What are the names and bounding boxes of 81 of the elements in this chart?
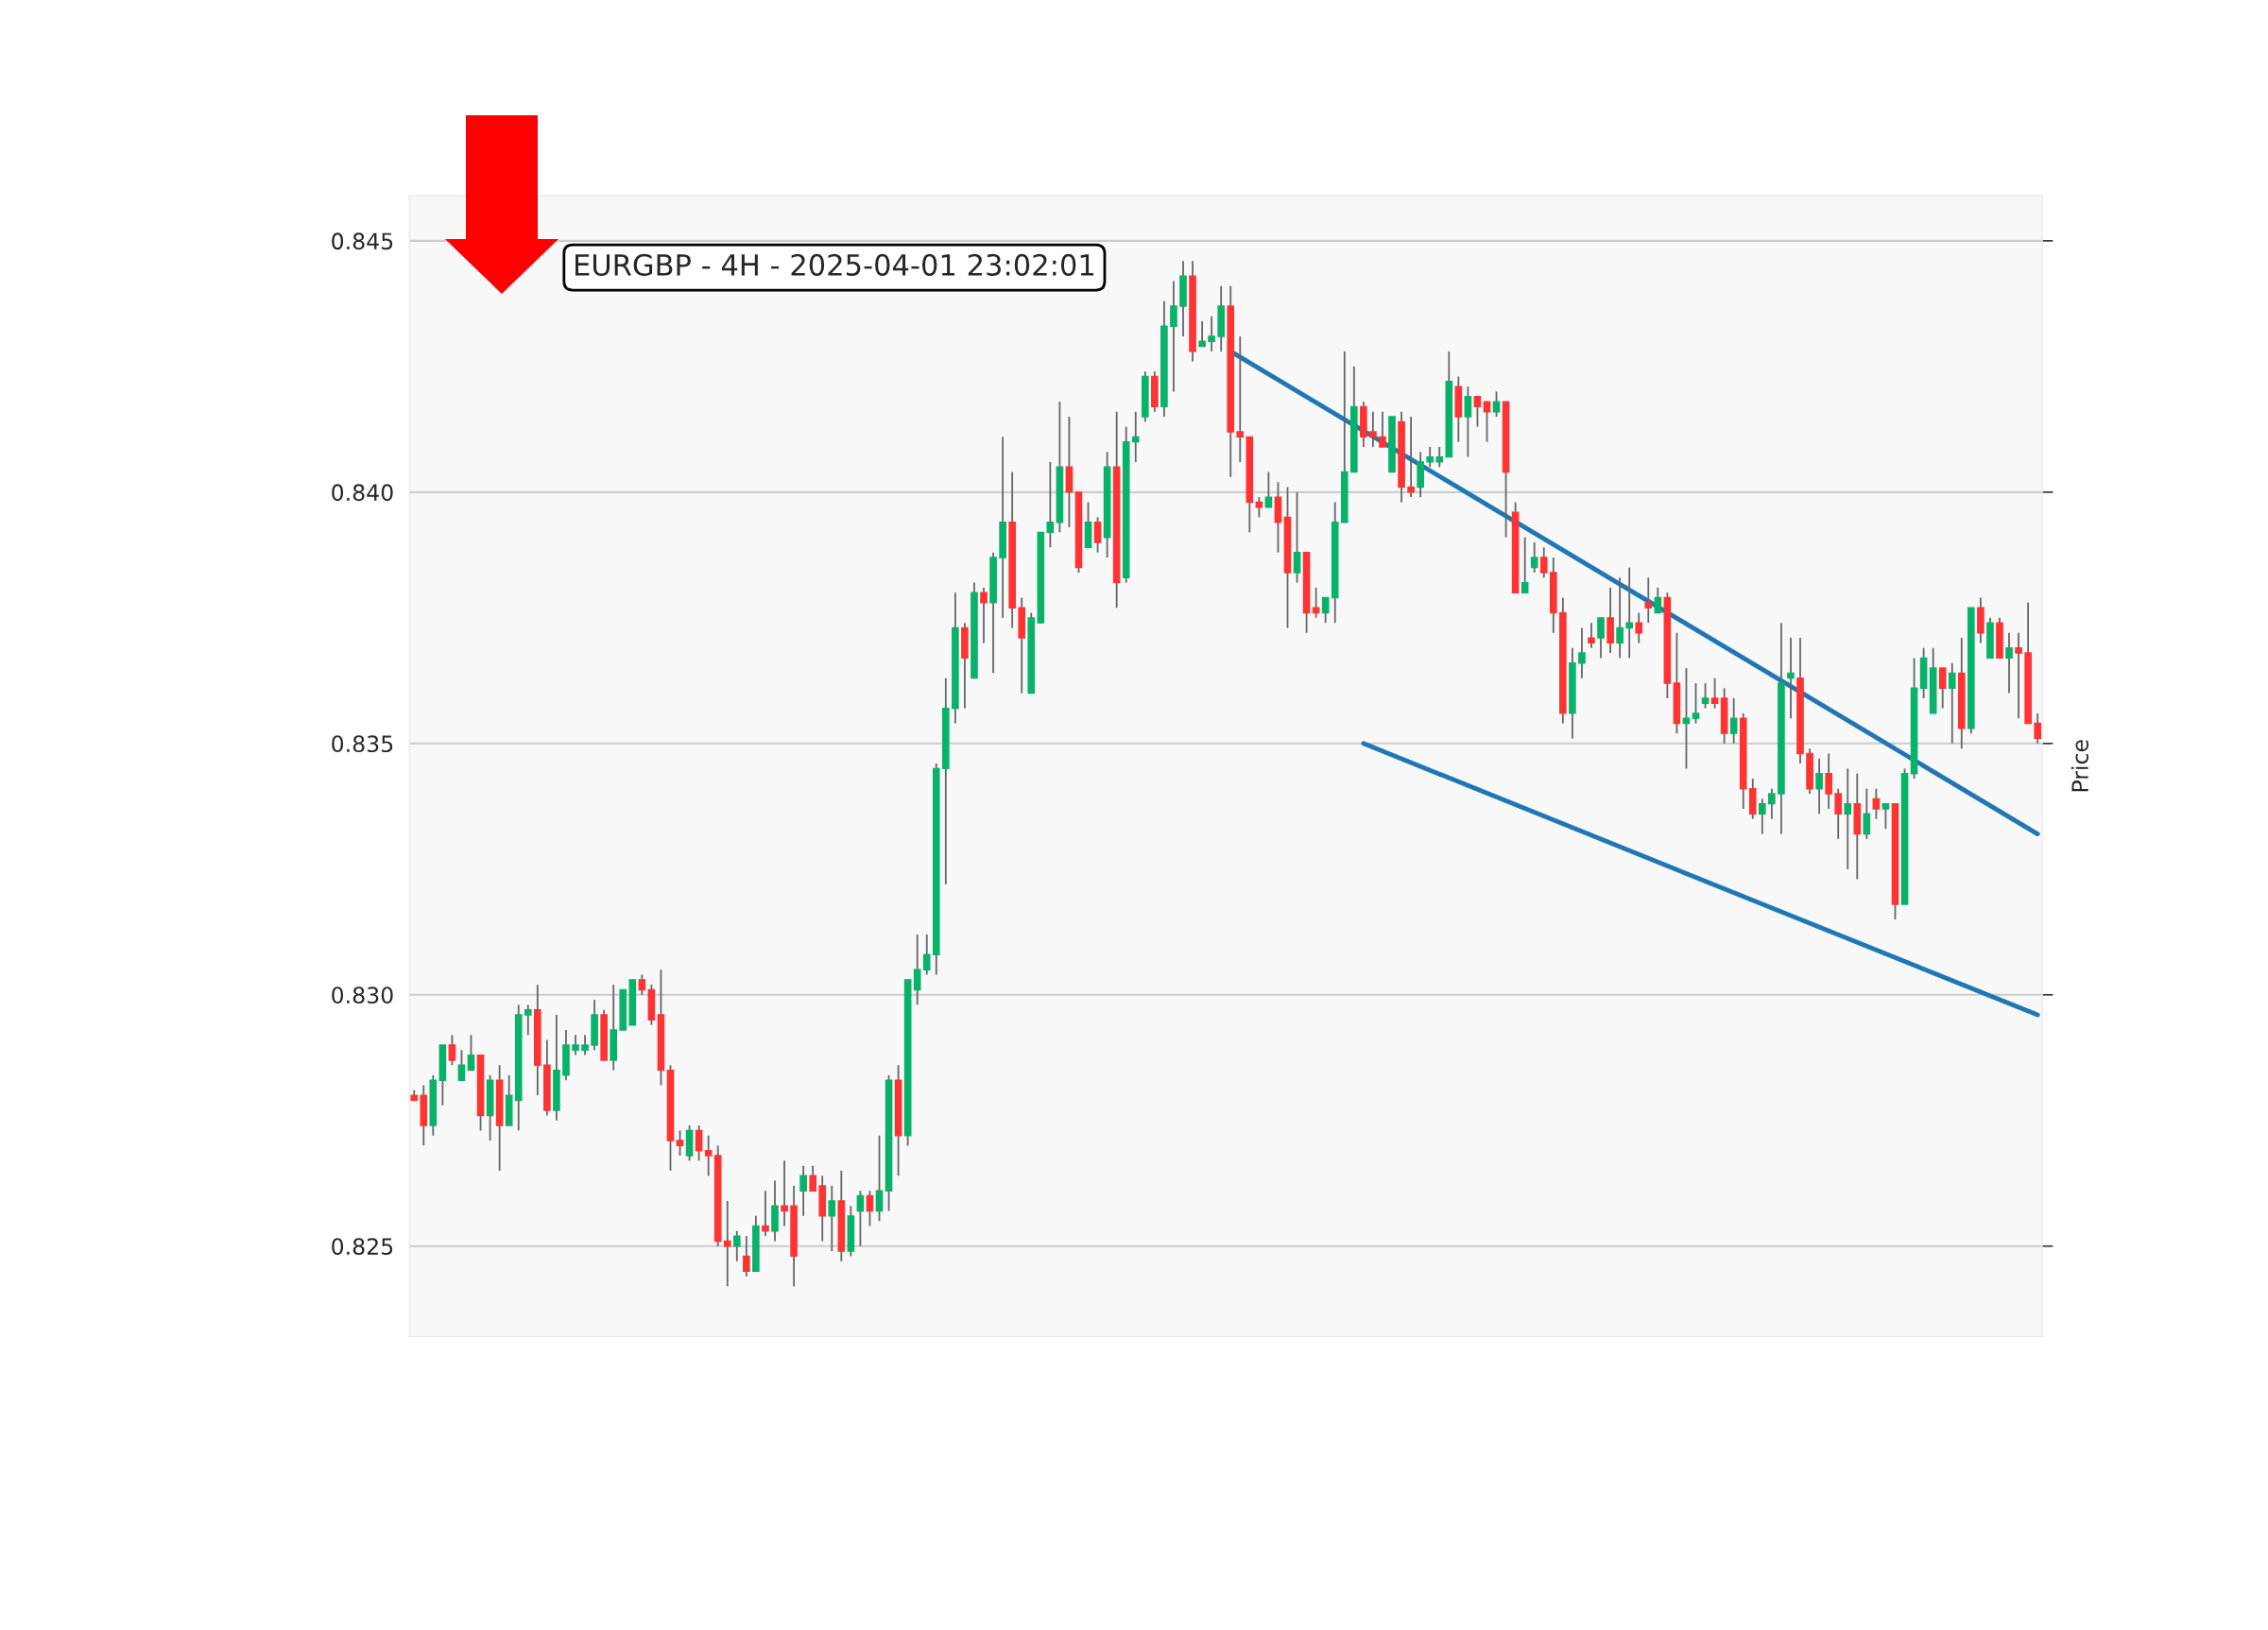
y-tick-label: 0.830 xyxy=(332,987,393,1004)
candlestick xyxy=(1521,536,1529,594)
candlestick xyxy=(1872,787,1881,820)
candlestick xyxy=(572,1034,579,1056)
candlestick xyxy=(457,1049,466,1082)
candlestick xyxy=(799,1164,807,1217)
candlestick xyxy=(866,1190,874,1227)
candlestick xyxy=(1948,661,1956,745)
candlestick xyxy=(1863,787,1871,840)
y-axis-title: Price xyxy=(2070,740,2089,792)
text: EURGBP - 4H - 2025-04-01 23:02:01 xyxy=(576,253,1093,276)
candlestick xyxy=(913,934,921,1006)
candlestick xyxy=(980,587,988,644)
candlestick xyxy=(1644,576,1653,625)
candlestick xyxy=(1312,587,1320,619)
candlestick xyxy=(676,1129,684,1157)
candlestick xyxy=(922,934,931,976)
candlestick xyxy=(1625,566,1633,660)
candlestick xyxy=(2005,631,2013,695)
candlestick xyxy=(723,1199,731,1288)
candlestick xyxy=(1787,637,1795,720)
candlestick xyxy=(638,973,646,996)
candlestick xyxy=(809,1164,816,1192)
y-tick-label: 0.840 xyxy=(332,484,393,502)
candlestick xyxy=(2034,712,2041,745)
candlestick xyxy=(1759,798,1766,835)
candlestick xyxy=(1578,626,1586,679)
candlestick xyxy=(1464,386,1472,458)
candlestick xyxy=(1264,471,1273,508)
candlestick xyxy=(2015,631,2022,720)
candlestick xyxy=(1597,616,1605,660)
candlestick xyxy=(1407,416,1415,499)
candlestick xyxy=(1198,320,1206,348)
y-tick-label: 0.825 xyxy=(332,1238,393,1256)
candlestick xyxy=(828,1185,836,1252)
candlestick xyxy=(1588,622,1595,649)
candlestick xyxy=(1635,611,1643,644)
candlestick xyxy=(1815,757,1823,815)
candlestick xyxy=(743,1235,750,1278)
candlestick xyxy=(1483,401,1491,443)
candlestick xyxy=(1654,587,1662,614)
candlestick xyxy=(581,1034,589,1056)
candlestick xyxy=(781,1159,788,1227)
candlestick xyxy=(1768,787,1776,820)
candlestick xyxy=(1492,390,1501,418)
candlestick xyxy=(1208,315,1215,352)
candlestick xyxy=(1710,677,1719,710)
candlestick xyxy=(1881,802,1890,831)
candlestick xyxy=(1379,410,1386,448)
candlestick xyxy=(1692,682,1700,725)
candlestick xyxy=(1369,410,1377,448)
y-tick-label: 0.835 xyxy=(332,735,393,753)
candlestick xyxy=(1825,752,1832,810)
candlestick xyxy=(1844,767,1852,870)
candlestick xyxy=(1236,335,1245,463)
candlestick xyxy=(1539,546,1548,579)
candlestick xyxy=(1473,395,1482,428)
y-tick-label: 0.845 xyxy=(332,232,393,250)
candlestick xyxy=(875,1134,884,1223)
candlestick xyxy=(1046,461,1055,549)
candlestick xyxy=(1131,410,1140,463)
candlestick xyxy=(732,1229,741,1262)
candlestick xyxy=(762,1190,769,1238)
candlestick xyxy=(704,1134,713,1177)
candlestick xyxy=(695,1124,703,1162)
candlestick xyxy=(1426,446,1435,469)
candlestick xyxy=(448,1034,456,1067)
candlestick xyxy=(1938,667,1947,710)
candlestick xyxy=(1170,280,1177,393)
candlestick xyxy=(1093,516,1102,554)
candlestick xyxy=(1729,697,1738,745)
candlestick xyxy=(1530,541,1538,574)
candlestick xyxy=(524,1004,532,1037)
candlestick xyxy=(1435,446,1444,469)
candlestick xyxy=(856,1190,865,1247)
candlestick xyxy=(1321,596,1330,625)
candlestick xyxy=(1293,490,1301,584)
candlestick xyxy=(1701,682,1710,710)
candlestick xyxy=(1834,787,1843,840)
candlestick xyxy=(1616,576,1624,660)
candlestick xyxy=(467,1034,475,1072)
